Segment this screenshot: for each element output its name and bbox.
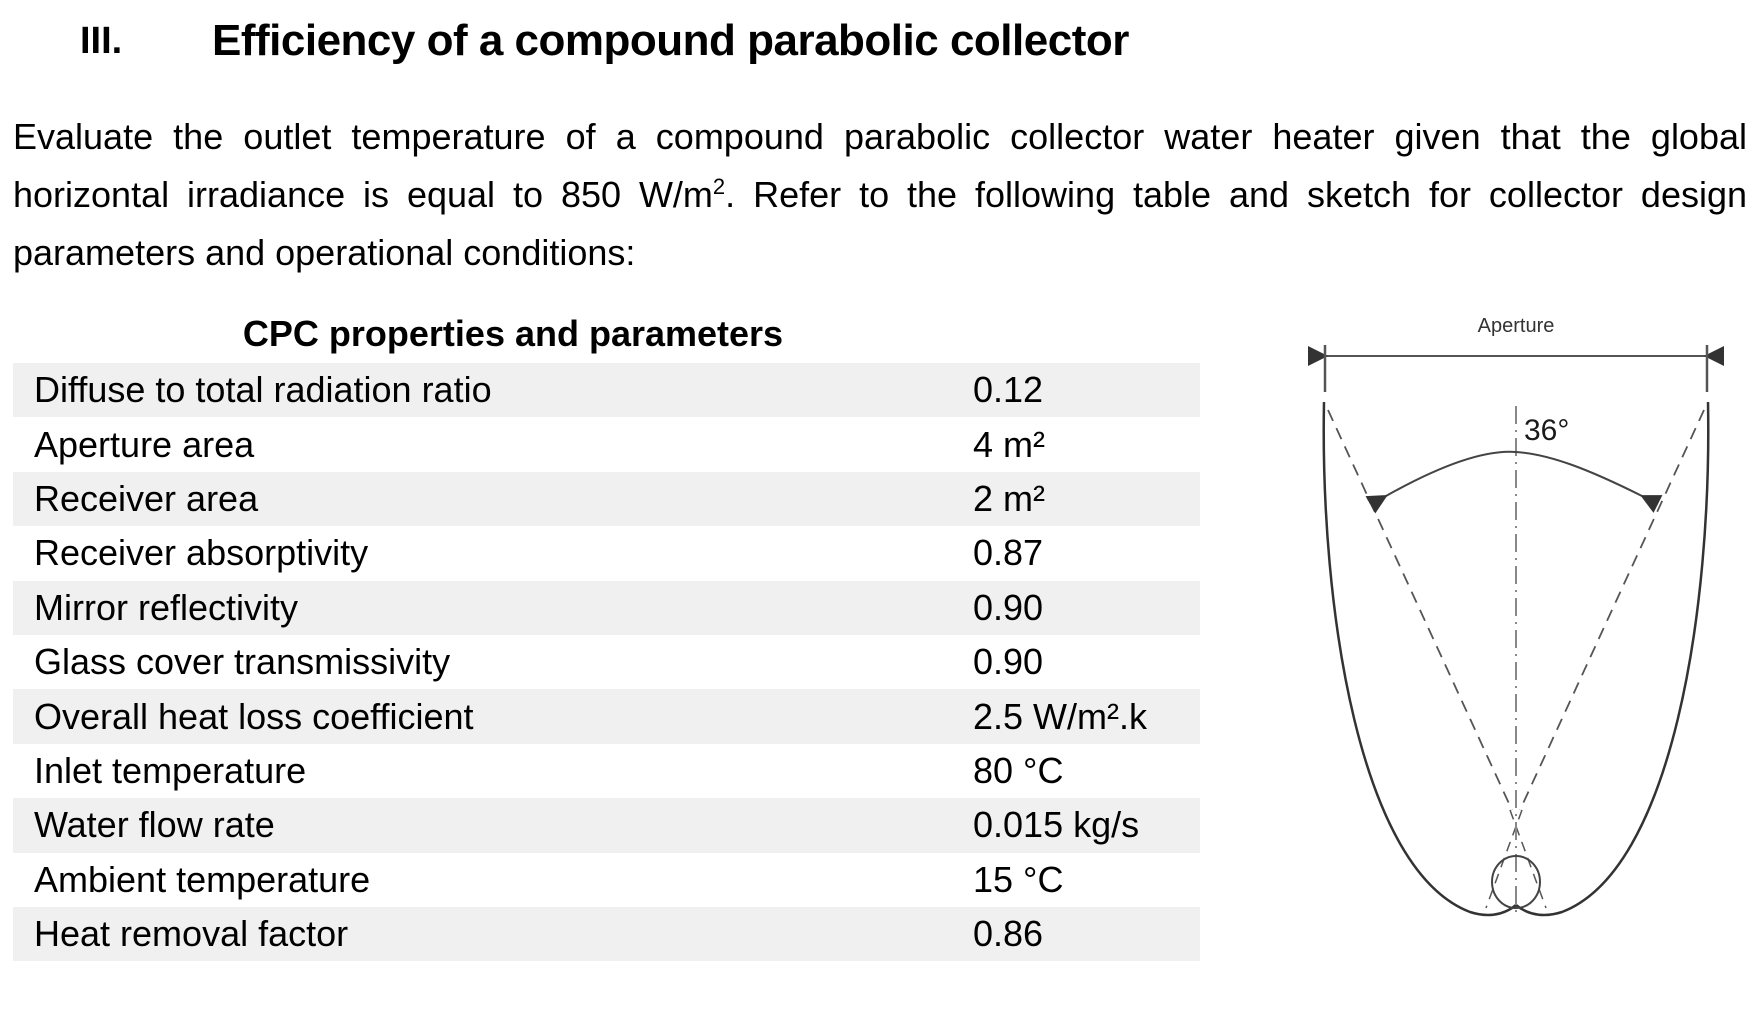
table-row: Glass cover transmissivity 0.90	[13, 635, 1200, 689]
table-row: Overall heat loss coefficient 2.5 W/m².k	[13, 689, 1200, 744]
row-label: Mirror reflectivity	[34, 586, 299, 628]
table-title: CPC properties and parameters	[242, 313, 784, 354]
table-row: Ambient temperature 15 °C	[13, 853, 1200, 907]
row-label: Water flow rate	[34, 804, 275, 846]
row-value: 15 °C	[973, 858, 1064, 900]
row-label: Glass cover transmissivity	[34, 641, 451, 683]
problem-statement: Evaluate the outlet temperature of a com…	[13, 108, 1747, 282]
row-value: 4 m²	[973, 423, 1045, 465]
row-label: Overall heat loss coefficient	[34, 695, 474, 737]
row-value: 80 °C	[973, 749, 1064, 791]
row-value: 0.90	[973, 641, 1044, 683]
problem-text-2: . Refer to the following table and sketc…	[13, 174, 1747, 273]
table-row: Receiver absorptivity 0.87	[13, 526, 1200, 580]
row-value: 2.5 W/m².k	[973, 695, 1148, 737]
left-reflector-curve	[1322, 401, 1517, 917]
row-value: 0.87	[973, 532, 1044, 574]
right-reflector-curve	[1515, 401, 1710, 917]
row-label: Inlet temperature	[34, 749, 307, 791]
cpc-sketch-diagram: Aperture 36°	[1308, 315, 1724, 917]
row-value: 0.12	[973, 369, 1044, 411]
row-label: Receiver absorptivity	[34, 532, 369, 574]
row-label: Receiver area	[34, 477, 259, 519]
row-label: Diffuse to total radiation ratio	[34, 369, 492, 411]
row-value: 0.015 kg/s	[973, 804, 1140, 846]
row-label: Ambient temperature	[34, 858, 371, 900]
table-row: Water flow rate 0.015 kg/s	[13, 798, 1200, 853]
table-row: Aperture area 4 m²	[13, 417, 1200, 471]
parameters-table: Diffuse to total radiation ratio 0.12 Ape…	[13, 363, 1200, 962]
table-row: Heat removal factor 0.86	[13, 906, 1200, 962]
section-number: III.	[80, 20, 123, 62]
problem-text-1: Evaluate the outlet temperature of a com…	[13, 116, 1747, 215]
row-value: 2 m²	[973, 477, 1045, 519]
right-acceptance-line	[1519, 409, 1705, 811]
table-row: Diffuse to total radiation ratio 0.12	[13, 363, 1200, 418]
row-label: Aperture area	[34, 423, 255, 465]
table-row: Receiver area 2 m²	[13, 471, 1200, 527]
aperture-label: Aperture	[1478, 315, 1555, 337]
left-acceptance-line	[1327, 409, 1513, 811]
section-title: Efficiency of a compound parabolic colle…	[212, 16, 1129, 65]
table-row: Mirror reflectivity 0.90	[13, 580, 1200, 635]
superscript: 2	[712, 174, 726, 199]
acceptance-angle-arc	[1365, 450, 1663, 514]
table-row: Inlet temperature 80 °C	[13, 744, 1200, 798]
receiver-tube	[1491, 855, 1541, 909]
row-value: 0.86	[973, 913, 1044, 955]
angle-label: 36°	[1524, 414, 1569, 447]
row-value: 0.90	[973, 586, 1044, 628]
row-label: Heat removal factor	[34, 913, 349, 955]
